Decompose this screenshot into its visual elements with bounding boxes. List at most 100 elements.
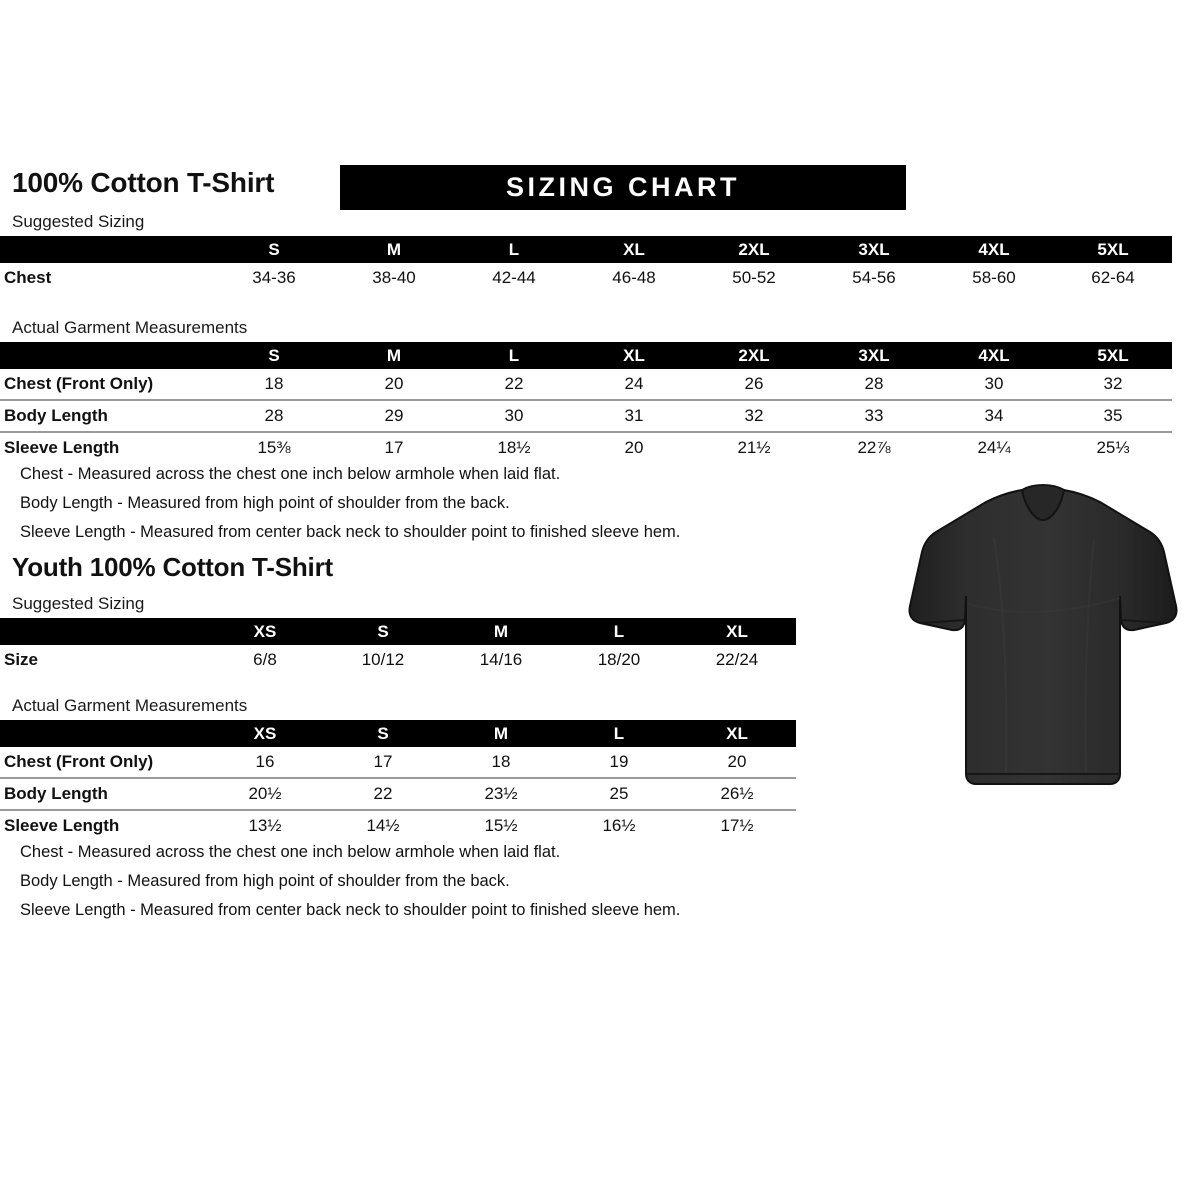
table-cell: 18 xyxy=(214,369,334,399)
column-header: XL xyxy=(574,342,694,369)
adult-actual-measurements-table: S M L XL 2XL 3XL 4XL 5XL Chest (Front On… xyxy=(0,342,1172,463)
table-cell: 28 xyxy=(814,369,934,399)
note-sleeve-length: Sleeve Length - Measured from center bac… xyxy=(20,901,681,919)
row-label: Body Length xyxy=(0,401,214,431)
column-header: M xyxy=(334,342,454,369)
row-label: Chest xyxy=(0,263,214,293)
row-label: Sleeve Length xyxy=(0,811,206,841)
column-header xyxy=(0,236,214,263)
sizing-chart-banner: SIZING CHART xyxy=(340,165,906,210)
table-row: Chest (Front Only) 18 20 22 24 26 28 30 … xyxy=(0,369,1172,399)
table-cell: 32 xyxy=(694,401,814,431)
table-cell: 15⅜ xyxy=(214,433,334,463)
table-cell: 24 xyxy=(574,369,694,399)
row-separator xyxy=(0,809,796,811)
table-cell: 35 xyxy=(1054,401,1172,431)
table-cell: 54-56 xyxy=(814,263,934,293)
column-header: S xyxy=(214,342,334,369)
column-header: 3XL xyxy=(814,236,934,263)
adult-suggested-sizing-label: Suggested Sizing xyxy=(12,212,145,231)
row-label: Chest (Front Only) xyxy=(0,747,206,777)
column-header: M xyxy=(442,720,560,747)
table-cell: 23½ xyxy=(442,779,560,809)
table-cell: 21½ xyxy=(694,433,814,463)
row-separator xyxy=(0,399,1172,401)
row-label: Sleeve Length xyxy=(0,433,214,463)
table-cell: 26½ xyxy=(678,779,796,809)
table-cell: 50-52 xyxy=(694,263,814,293)
column-header: M xyxy=(442,618,560,645)
column-header: 5XL xyxy=(1054,236,1172,263)
product-image-container xyxy=(898,478,1186,800)
table-cell: 22/24 xyxy=(678,645,796,675)
row-separator xyxy=(0,431,1172,433)
table-cell: 16½ xyxy=(560,811,678,841)
table-cell: 30 xyxy=(454,401,574,431)
table-cell: 20 xyxy=(678,747,796,777)
sizing-chart-banner-label: SIZING CHART xyxy=(506,172,740,202)
column-header: 4XL xyxy=(934,342,1054,369)
table-row: Chest 34-36 38-40 42-44 46-48 50-52 54-5… xyxy=(0,263,1172,293)
table-cell: 38-40 xyxy=(334,263,454,293)
table-cell: 16 xyxy=(206,747,324,777)
table-row: Size 6/8 10/12 14/16 18/20 22/24 xyxy=(0,645,796,675)
column-header: 3XL xyxy=(814,342,934,369)
adult-actual-measurements-label: Actual Garment Measurements xyxy=(12,318,248,337)
table-cell: 30 xyxy=(934,369,1054,399)
table-row: Body Length 28 29 30 31 32 33 34 35 xyxy=(0,401,1172,431)
table-header-row: S M L XL 2XL 3XL 4XL 5XL xyxy=(0,342,1172,369)
table-cell: 34 xyxy=(934,401,1054,431)
column-header: S xyxy=(324,720,442,747)
table-cell: 24¼ xyxy=(934,433,1054,463)
table-cell: 22⅞ xyxy=(814,433,934,463)
table-cell: 19 xyxy=(560,747,678,777)
table-header-row: XS S M L XL xyxy=(0,720,796,747)
youth-suggested-sizing-label: Suggested Sizing xyxy=(12,594,145,613)
column-header xyxy=(0,342,214,369)
adult-section-title: 100% Cotton T-Shirt xyxy=(12,167,275,198)
table-cell: 20½ xyxy=(206,779,324,809)
table-header-row: S M L XL 2XL 3XL 4XL 5XL xyxy=(0,236,1172,263)
column-header xyxy=(0,720,206,747)
column-header: L xyxy=(560,618,678,645)
row-label: Size xyxy=(0,645,206,675)
table-cell: 42-44 xyxy=(454,263,574,293)
column-header: L xyxy=(560,720,678,747)
column-header: XL xyxy=(678,720,796,747)
column-header: L xyxy=(454,342,574,369)
youth-actual-measurements-label: Actual Garment Measurements xyxy=(12,696,248,715)
table-header-row: XS S M L XL xyxy=(0,618,796,645)
table-row: Body Length 20½ 22 23½ 25 26½ xyxy=(0,779,796,809)
table-cell: 58-60 xyxy=(934,263,1054,293)
table-cell: 29 xyxy=(334,401,454,431)
note-sleeve-length: Sleeve Length - Measured from center bac… xyxy=(20,523,681,541)
table-cell: 17 xyxy=(324,747,442,777)
table-cell: 20 xyxy=(574,433,694,463)
note-chest: Chest - Measured across the chest one in… xyxy=(20,843,561,861)
column-header: XL xyxy=(678,618,796,645)
table-cell: 25⅓ xyxy=(1054,433,1172,463)
table-cell: 6/8 xyxy=(206,645,324,675)
table-cell: 26 xyxy=(694,369,814,399)
column-header: L xyxy=(454,236,574,263)
column-header: XL xyxy=(574,236,694,263)
table-cell: 25 xyxy=(560,779,678,809)
note-body-length: Body Length - Measured from high point o… xyxy=(20,872,510,890)
table-cell: 14/16 xyxy=(442,645,560,675)
note-body-length: Body Length - Measured from high point o… xyxy=(20,494,510,512)
table-cell: 62-64 xyxy=(1054,263,1172,293)
note-chest: Chest - Measured across the chest one in… xyxy=(20,465,561,483)
row-separator xyxy=(0,777,796,779)
table-cell: 13½ xyxy=(206,811,324,841)
column-header: XS xyxy=(206,618,324,645)
table-cell: 15½ xyxy=(442,811,560,841)
table-cell: 34-36 xyxy=(214,263,334,293)
column-header: S xyxy=(214,236,334,263)
table-cell: 18/20 xyxy=(560,645,678,675)
table-cell: 33 xyxy=(814,401,934,431)
adult-measurement-notes: Chest - Measured across the chest one in… xyxy=(20,460,680,547)
adult-suggested-sizing-table: S M L XL 2XL 3XL 4XL 5XL Chest 34-36 38-… xyxy=(0,236,1172,293)
row-label: Body Length xyxy=(0,779,206,809)
table-cell: 17 xyxy=(334,433,454,463)
